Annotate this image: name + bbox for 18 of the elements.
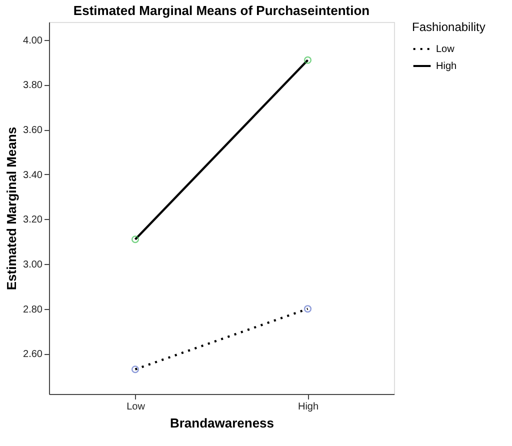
y-tick-label: 3.00 — [23, 260, 43, 271]
y-tick-label: 2.60 — [23, 349, 43, 360]
y-tick-label: 3.20 — [23, 214, 43, 226]
y-tick-label: 3.40 — [23, 170, 43, 181]
point — [304, 305, 312, 313]
legend-label: Low — [436, 44, 456, 55]
y-tick-label: 3.80 — [23, 80, 43, 92]
point — [131, 366, 140, 374]
legend-title: Fashionability — [412, 20, 486, 34]
x-axis-title: Brandawareness — [170, 416, 274, 430]
point — [131, 236, 140, 244]
y-tick-label: 2.80 — [23, 304, 43, 316]
chart-title: Estimated Marginal Means of Purchaseintention — [73, 3, 370, 18]
y-axis-title: Estimated Marginal Means — [4, 126, 20, 290]
y-tick-label: 4.00 — [23, 35, 43, 46]
y-tick-label: 3.60 — [23, 125, 43, 136]
point — [304, 56, 312, 64]
legend-label: High — [436, 61, 457, 72]
